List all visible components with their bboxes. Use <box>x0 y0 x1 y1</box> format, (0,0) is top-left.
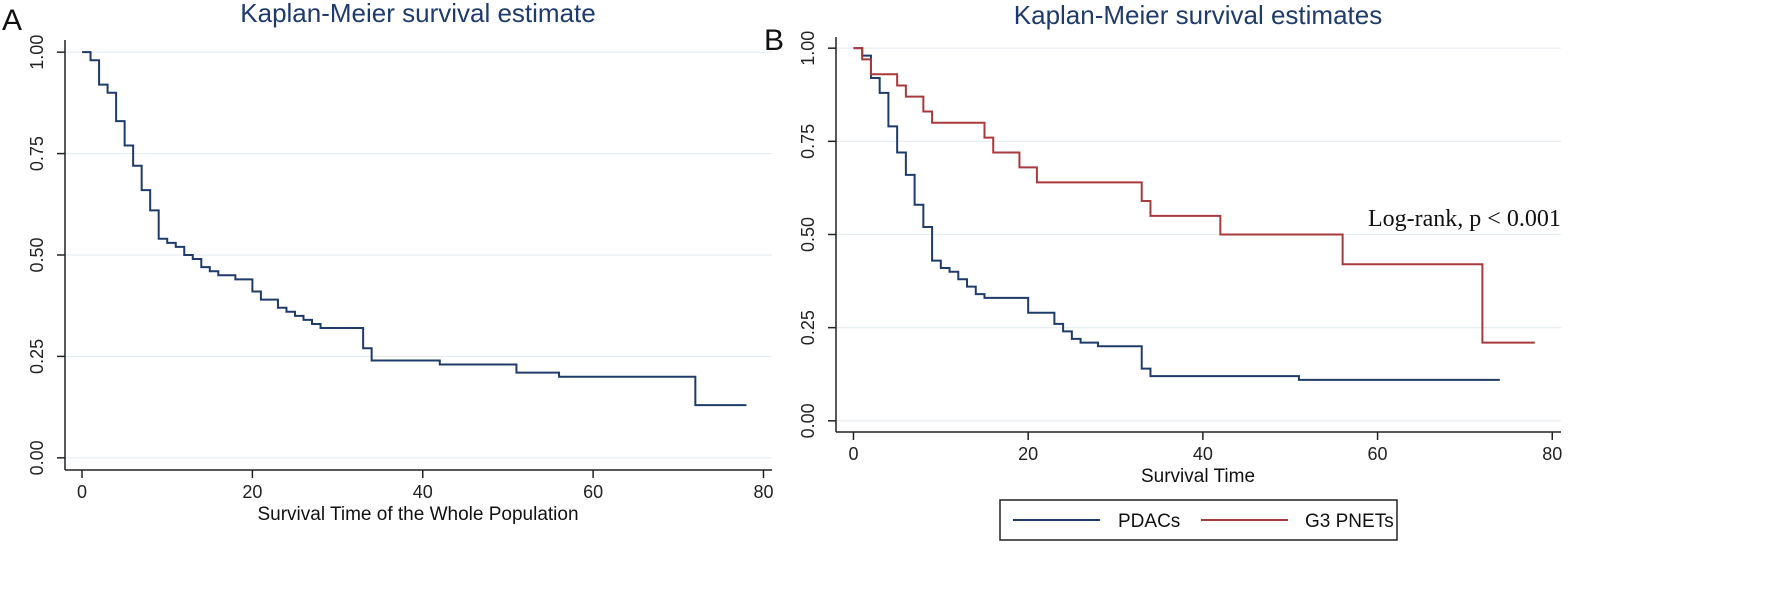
panel-b-x-axis-label: Survival Time <box>1141 466 1255 487</box>
panel-a-x-ticks: 0 20 40 60 80 <box>77 470 773 502</box>
panel-b-xtick-label: 60 <box>1368 444 1388 464</box>
panel-a: A Kaplan-Meier survival estimate 0.00 0.… <box>2 0 773 525</box>
panel-a-ytick-label: 0.25 <box>27 339 47 374</box>
panel-b-xtick-label: 80 <box>1542 444 1562 464</box>
panel-b-ytick-label: 0.25 <box>798 310 818 345</box>
panel-b-ytick-label: 0.00 <box>798 403 818 438</box>
panel-b-title: Kaplan-Meier survival estimates <box>1014 0 1382 30</box>
panel-b-xtick-label: 0 <box>848 444 858 464</box>
panel-a-title: Kaplan-Meier survival estimate <box>240 0 595 28</box>
panel-a-gridlines <box>65 51 772 459</box>
panel-a-letter: A <box>2 4 22 37</box>
panel-a-xtick-label: 20 <box>242 482 262 502</box>
panel-b-ytick-label: 0.50 <box>798 217 818 252</box>
panel-b-ytick-label: 0.75 <box>798 124 818 159</box>
panel-b-x-ticks: 0 20 40 60 80 <box>848 432 1562 464</box>
panel-a-ytick-label: 0.00 <box>27 440 47 475</box>
panel-b-xtick-label: 20 <box>1018 444 1038 464</box>
panel-a-xtick-label: 40 <box>413 482 433 502</box>
panel-a-x-axis-label: Survival Time of the Whole Population <box>257 504 578 525</box>
panel-b-y-ticks: 0.00 0.25 0.50 0.75 1.00 <box>798 31 836 438</box>
panel-b-letter: B <box>764 24 784 57</box>
panel-b-xtick-label: 40 <box>1193 444 1213 464</box>
panel-a-xtick-label: 60 <box>583 482 603 502</box>
panel-b: B Kaplan-Meier survival estimates 0.00 0… <box>764 0 1562 541</box>
panel-b-ytick-label: 1.00 <box>798 31 818 66</box>
panel-a-y-ticks: 0.00 0.25 0.50 0.75 1.00 <box>27 35 65 475</box>
panel-a-ytick-label: 1.00 <box>27 35 47 70</box>
panel-b-legend: PDACs G3 PNETs <box>999 499 1398 541</box>
panel-a-xtick-label: 0 <box>77 482 87 502</box>
panel-a-xtick-label: 80 <box>753 482 773 502</box>
panel-a-ytick-label: 0.75 <box>27 136 47 171</box>
panel-b-g3-pnets-curve <box>853 47 1535 344</box>
panel-a-ytick-label: 0.50 <box>27 237 47 272</box>
legend-label-pdacs: PDACs <box>1118 511 1180 532</box>
panel-b-logrank-annotation: Log-rank, p < 0.001 <box>1368 206 1561 232</box>
panel-b-pdacs-curve <box>853 47 1500 381</box>
legend-label-g3-pnets: G3 PNETs <box>1305 511 1394 532</box>
panel-b-gridlines <box>836 47 1561 422</box>
panel-a-survival-curve <box>82 51 747 407</box>
